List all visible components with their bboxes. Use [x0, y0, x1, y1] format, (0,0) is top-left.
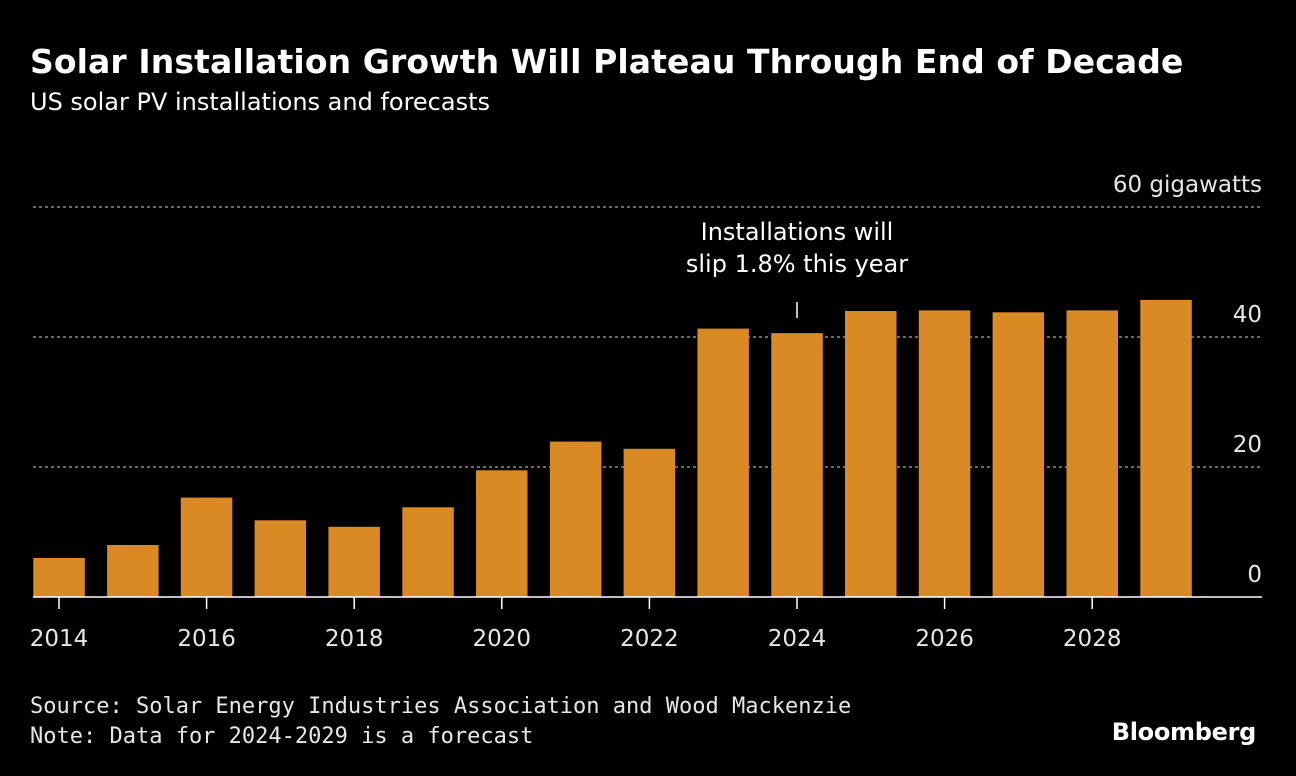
- y-axis-unit-label: 60 gigawatts: [1113, 172, 1262, 198]
- bar-2018: [328, 526, 380, 597]
- bar-2026: [918, 310, 971, 597]
- bar-2021: [549, 441, 602, 597]
- chart-subtitle: US solar PV installations and forecasts: [30, 88, 490, 116]
- bar-2022: [623, 448, 676, 597]
- x-tick-label-2020: 2020: [473, 626, 532, 652]
- bar-2027: [992, 312, 1045, 597]
- annotation-text-line-1: Installations will: [701, 218, 894, 246]
- x-tick-label-2014: 2014: [30, 626, 89, 652]
- annotation-text-line-2: slip 1.8% this year: [686, 250, 908, 278]
- bar-2028: [1066, 310, 1118, 597]
- x-tick-label-2018: 2018: [325, 626, 384, 652]
- x-tick-label-2024: 2024: [768, 626, 827, 652]
- x-tick-label-2028: 2028: [1063, 626, 1122, 652]
- axes: 2014 2016 2018 2020 2022 2024 2026 2028: [30, 596, 1262, 652]
- bar-2014: [33, 558, 85, 597]
- bar-2015: [107, 545, 159, 597]
- bar-2023: [697, 328, 749, 597]
- source-note: Source: Solar Energy Industries Associat…: [30, 694, 852, 719]
- y-tick-label-40: 40: [1233, 302, 1262, 328]
- x-tick-label-2026: 2026: [915, 626, 974, 652]
- y-tick-label-20: 20: [1233, 432, 1262, 458]
- chart-title: Solar Installation Growth Will Plateau T…: [30, 42, 1184, 81]
- forecast-note: Note: Data for 2024-2029 is a forecast: [30, 724, 534, 749]
- x-tick-label-2022: 2022: [620, 626, 679, 652]
- annotation: Installations will slip 1.8% this year: [686, 218, 908, 318]
- bar-2020: [476, 470, 528, 598]
- bar-2024: [771, 333, 823, 597]
- y-tick-label-0: 0: [1247, 562, 1262, 588]
- bar-2017: [254, 520, 307, 597]
- bar-2016: [180, 497, 233, 597]
- bar-2019: [402, 507, 454, 597]
- bar-2029: [1140, 299, 1192, 597]
- bars: [33, 299, 1192, 598]
- bloomberg-logo: Bloomberg: [1111, 718, 1257, 746]
- x-tick-label-2016: 2016: [177, 626, 236, 652]
- bar-2025: [845, 311, 897, 597]
